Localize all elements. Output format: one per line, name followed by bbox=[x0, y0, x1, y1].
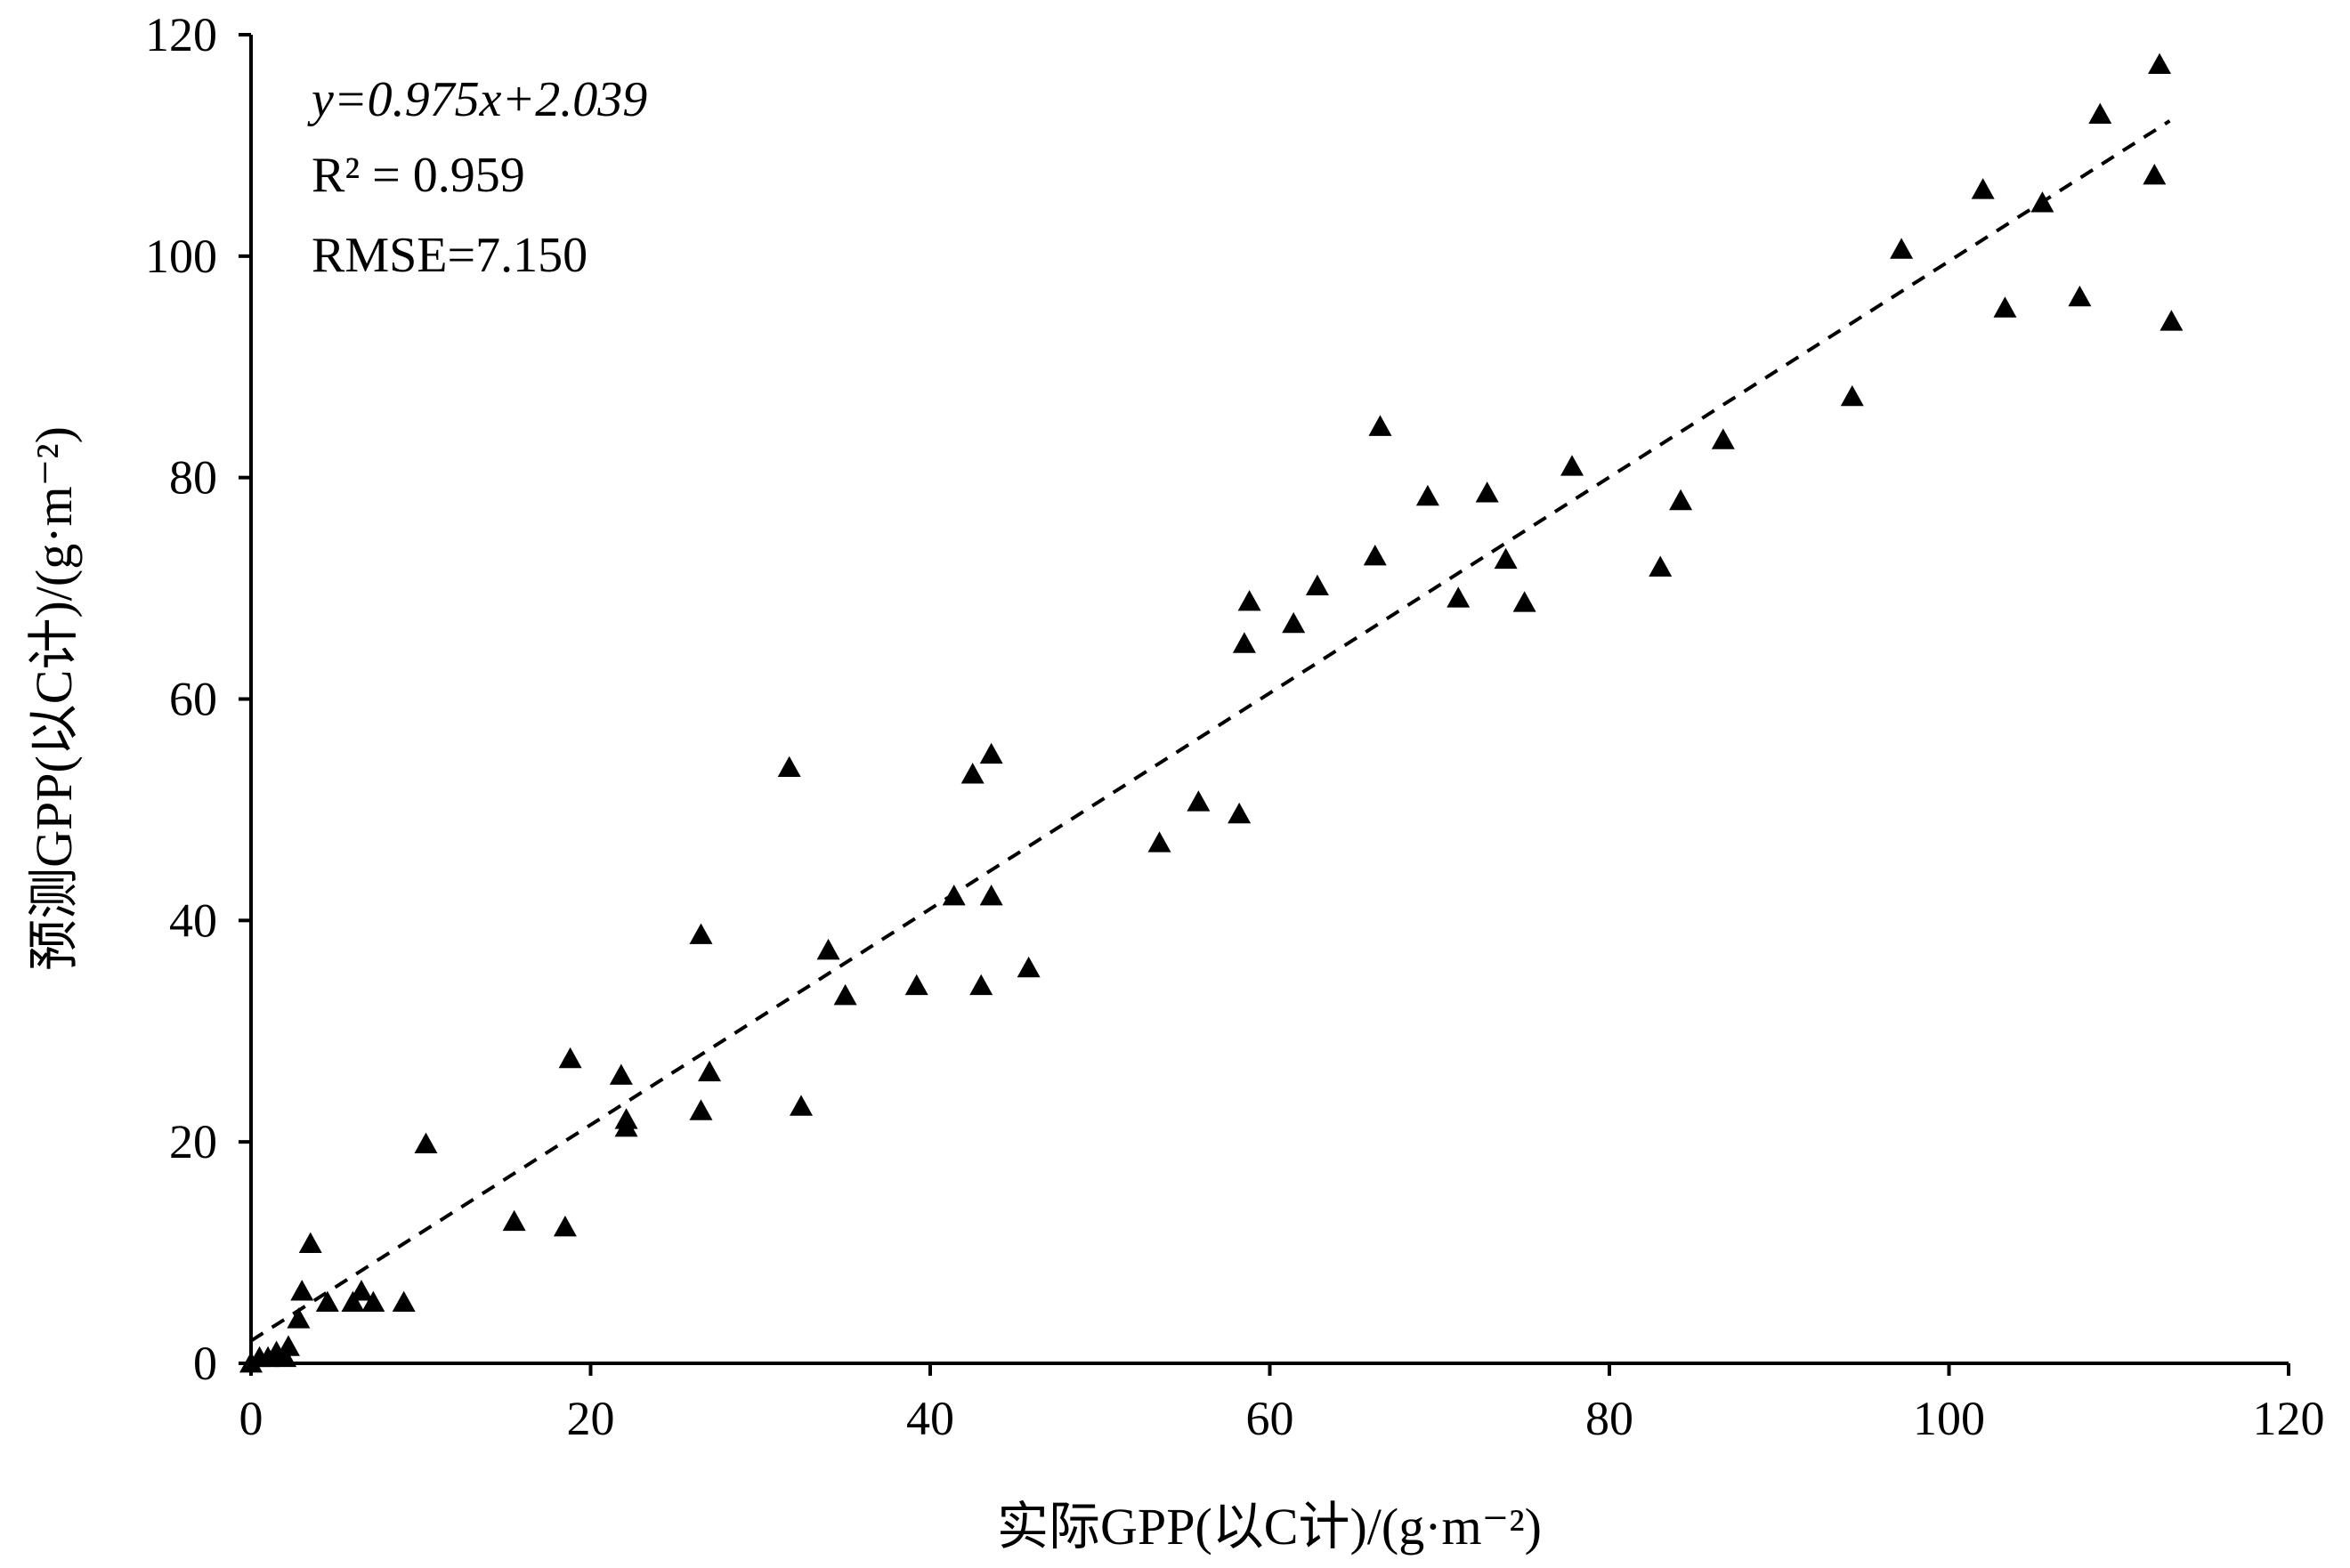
data-point bbox=[960, 763, 985, 784]
y-tick-label: 20 bbox=[169, 1115, 217, 1168]
y-tick-label: 100 bbox=[145, 230, 217, 283]
data-point bbox=[558, 1047, 582, 1069]
data-point bbox=[361, 1290, 385, 1312]
r2-label: R² = 0.959 bbox=[312, 148, 525, 203]
data-point bbox=[290, 1280, 314, 1301]
data-point bbox=[1282, 611, 1306, 634]
x-tick-label: 40 bbox=[906, 1392, 954, 1445]
data-point bbox=[1890, 238, 1914, 259]
data-point bbox=[1993, 296, 2017, 318]
data-point bbox=[1649, 555, 1673, 577]
data-point bbox=[1560, 455, 1584, 476]
data-point bbox=[2068, 285, 2092, 307]
data-point bbox=[1475, 481, 1499, 503]
data-point bbox=[1711, 428, 1735, 449]
data-point bbox=[1669, 489, 1693, 511]
data-point bbox=[553, 1215, 577, 1237]
x-tick-label: 100 bbox=[1913, 1392, 1985, 1445]
data-point bbox=[1840, 384, 1864, 407]
data-point bbox=[2030, 191, 2054, 213]
equation-label: y=0.975x+2.039 bbox=[307, 72, 647, 127]
x-axis-label: 实际GPP(以C计)/(g·m⁻²) bbox=[997, 1498, 1542, 1556]
data-point bbox=[2160, 310, 2184, 331]
data-point bbox=[2088, 102, 2112, 124]
data-point bbox=[1237, 590, 1261, 611]
data-point bbox=[1971, 178, 1995, 199]
y-tick-label: 120 bbox=[145, 8, 217, 61]
y-tick-label: 40 bbox=[169, 893, 217, 947]
data-point bbox=[777, 756, 801, 778]
y-tick-label: 60 bbox=[169, 673, 217, 726]
data-point bbox=[833, 983, 857, 1006]
y-tick-label: 80 bbox=[169, 451, 217, 505]
data-point bbox=[816, 938, 840, 960]
data-point bbox=[502, 1209, 526, 1232]
data-point bbox=[392, 1290, 416, 1312]
data-point bbox=[904, 974, 928, 996]
y-axis-label: 预测GPP(以C计)/(g·m⁻²) bbox=[25, 426, 83, 971]
data-point bbox=[349, 1280, 373, 1301]
data-point bbox=[298, 1232, 322, 1254]
data-point bbox=[414, 1132, 438, 1154]
data-point bbox=[614, 1115, 638, 1137]
data-point bbox=[979, 742, 1003, 764]
data-point bbox=[1368, 415, 1392, 436]
data-point bbox=[1228, 802, 1252, 824]
x-ticks: 0 20 40 60 80 100 120 bbox=[239, 1363, 2325, 1445]
data-point bbox=[1147, 831, 1171, 853]
data-point bbox=[2143, 164, 2167, 185]
fit-line bbox=[249, 119, 2171, 1343]
x-tick-label: 80 bbox=[1585, 1392, 1633, 1445]
data-point bbox=[698, 1060, 722, 1082]
data-point bbox=[1017, 956, 1041, 978]
data-point bbox=[1187, 790, 1211, 812]
x-tick-label: 0 bbox=[239, 1392, 263, 1445]
data-point bbox=[1415, 484, 1439, 506]
data-point bbox=[315, 1290, 339, 1312]
data-point bbox=[969, 974, 993, 996]
data-point bbox=[689, 923, 713, 944]
rmse-label: RMSE=7.150 bbox=[312, 228, 588, 283]
data-point bbox=[1363, 545, 1387, 566]
x-tick-label: 20 bbox=[567, 1392, 615, 1445]
points-group bbox=[239, 53, 2184, 1373]
data-point bbox=[341, 1290, 365, 1312]
x-tick-label: 60 bbox=[1246, 1392, 1294, 1445]
data-point bbox=[1232, 632, 1256, 653]
data-point bbox=[276, 1335, 300, 1356]
data-point bbox=[790, 1095, 814, 1116]
fit-line-group bbox=[249, 119, 2171, 1343]
data-point bbox=[942, 884, 966, 906]
data-point bbox=[609, 1063, 633, 1085]
data-point bbox=[1512, 591, 1536, 612]
y-ticks: 0 20 40 60 80 100 120 bbox=[145, 8, 251, 1390]
data-point bbox=[287, 1307, 311, 1329]
x-tick-label: 120 bbox=[2253, 1392, 2325, 1445]
data-point bbox=[1446, 586, 1471, 608]
data-point bbox=[2148, 53, 2172, 74]
data-point bbox=[1494, 547, 1518, 570]
y-tick-label: 0 bbox=[193, 1337, 217, 1390]
data-point bbox=[689, 1099, 713, 1120]
data-point bbox=[979, 884, 1003, 906]
data-point bbox=[1305, 574, 1329, 595]
